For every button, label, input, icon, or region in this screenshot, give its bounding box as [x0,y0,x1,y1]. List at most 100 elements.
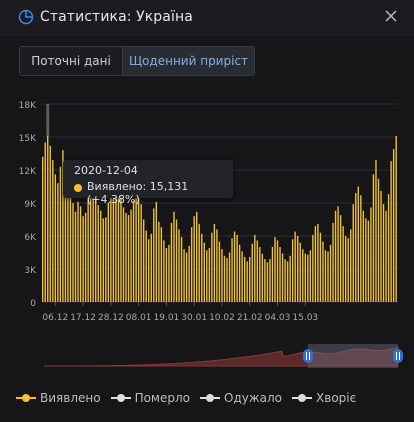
bar [95,190,97,302]
bar [185,252,188,302]
tooltip-series-dot [74,184,82,192]
bar [62,150,64,302]
bar [357,186,359,302]
y-tick-label: 6K [24,233,37,243]
bar [370,207,372,302]
bar [102,218,104,302]
bar [64,164,67,302]
x-tick-label: 21.02 [237,313,263,323]
legend-dot [116,394,125,402]
bar [117,182,120,302]
close-icon[interactable] [384,9,398,23]
bar [372,174,375,302]
bar [206,250,208,302]
bar [140,204,142,302]
bar [226,258,228,302]
bar [127,215,130,302]
navigator-handle-left[interactable] [303,349,313,363]
bar [324,250,327,302]
x-tick-label: 15.03 [292,313,318,323]
chart-tooltip: 2020-12-04 Виявлено: 15,131 (+4.38%) [63,160,233,206]
y-tick-label: 18K [19,101,37,111]
bar [165,248,168,302]
legend-marker [16,393,36,403]
bar [307,254,309,302]
tooltip-date: 2020-12-04 [74,164,138,177]
tab-daily-growth[interactable]: Щоденний приріст [122,47,254,75]
navigator-handle-right[interactable] [393,349,403,363]
bar [163,240,165,302]
bar [180,237,183,302]
bar [57,183,59,302]
bar [337,206,339,302]
daily-chart[interactable]: 0 3K 6K 9K 12K 15K 18K 06.12 17.12 28.12 08.01 19.… [0,90,414,334]
bar [312,234,314,302]
x-tick-label: 10.02 [209,313,235,323]
bar [329,244,332,302]
bar [350,229,352,302]
bar [246,261,248,302]
bar [297,236,299,302]
legend-marker [110,393,131,403]
bar [221,249,223,302]
bar [97,205,99,302]
bar [132,200,135,302]
bar [304,253,306,302]
bar [208,248,211,302]
bar [89,178,92,302]
bar [135,194,137,302]
handle-body [303,349,313,363]
bar [271,247,274,302]
page-title: Статистика: Україна [40,9,193,25]
bar [377,178,380,302]
bar [115,172,117,302]
legend-item-detected[interactable]: Виявлено [16,391,101,405]
navigator-window[interactable] [308,344,398,368]
bar [100,210,102,302]
x-axis: 06.12 17.12 28.12 08.01 19.01 30.01 10.02 21.02… [42,302,318,323]
y-axis: 0 3K 6K 9K 12K 15K 18K [19,101,37,309]
y-tick-label: 15K [19,134,37,144]
x-tick-label: 04.03 [265,313,291,323]
bar [125,212,127,302]
bar [294,231,296,302]
bar [382,204,385,302]
bar [352,204,354,302]
bar [309,250,312,302]
bar [145,230,147,302]
bar [332,222,334,302]
bar [82,216,84,302]
bar [322,241,324,302]
x-tick-label: 06.12 [42,313,68,323]
bar [274,237,276,302]
x-tick-label: 28.12 [98,313,124,323]
bar [170,222,173,302]
y-tick-label: 0 [30,299,36,309]
bar [254,234,256,302]
bar [231,238,233,302]
bar [216,229,218,302]
legend-item-deaths[interactable]: Померло [110,391,190,405]
bar [201,233,203,302]
bar [355,193,357,302]
bar [375,160,377,302]
range-navigator[interactable] [0,340,414,372]
bar [42,156,44,302]
bar [122,207,125,302]
legend-item-recovered[interactable]: Одужало [200,391,282,405]
bar [261,253,264,302]
bar [238,244,241,302]
bar [44,142,46,302]
bar [256,240,258,302]
bar [173,211,175,302]
pie-chart-icon [18,9,34,25]
bar [236,234,238,302]
tab-current-data[interactable]: Поточні дані [20,47,122,75]
bar [105,217,107,302]
bar [168,244,170,302]
header: Статистика: Україна [0,0,414,36]
y-tick-label: 12K [19,167,37,177]
legend-item-active[interactable]: Хворіє [292,391,356,405]
bar [158,221,160,302]
legend-marker [200,393,220,403]
